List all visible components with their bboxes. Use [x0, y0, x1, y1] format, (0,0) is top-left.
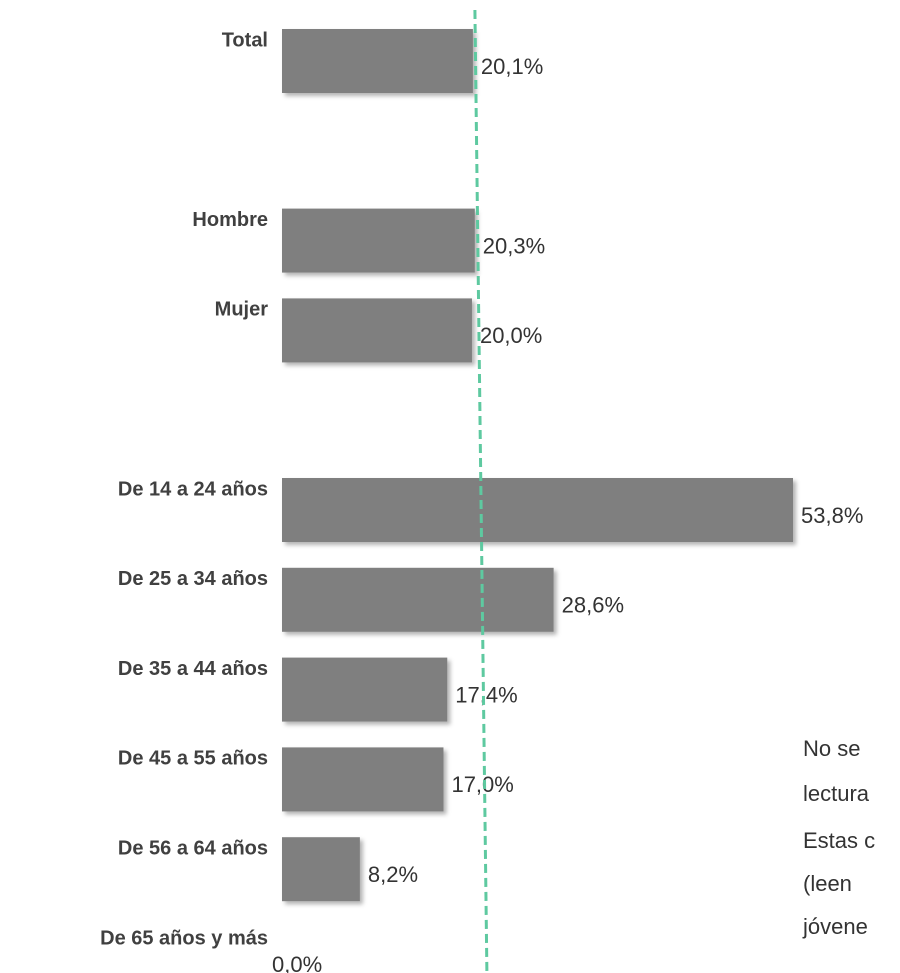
value-label: 20,0% [480, 323, 542, 348]
category-label: Mujer [215, 299, 269, 321]
value-label: 17,4% [455, 682, 517, 707]
bar [282, 208, 475, 273]
bar [282, 837, 360, 902]
value-label: 20,3% [483, 233, 545, 258]
category-label: De 35 a 44 años [118, 658, 268, 680]
reference-line [473, 9, 489, 973]
bar [282, 298, 472, 363]
side-text: Estas c [803, 828, 875, 853]
bar [282, 29, 473, 93]
value-label: 20,1% [481, 54, 543, 79]
category-label: Total [222, 29, 268, 51]
category-label: De 45 a 55 años [118, 748, 268, 770]
value-label: 0,0% [272, 952, 322, 973]
bar [282, 567, 554, 632]
category-label: De 56 a 64 años [118, 837, 268, 859]
bar [282, 478, 793, 542]
value-label: 17,0% [451, 772, 513, 797]
side-text: (leen [803, 871, 852, 896]
bar [282, 747, 444, 812]
value-label: 28,6% [562, 593, 624, 618]
side-text: lectura [803, 781, 870, 806]
side-text: No se [803, 736, 860, 761]
category-label: De 25 a 34 años [118, 568, 268, 590]
side-text: jóvene [802, 914, 868, 939]
value-label: 53,8% [801, 503, 863, 528]
value-label: 8,2% [368, 862, 418, 887]
bar [282, 657, 448, 722]
category-label: De 14 a 24 años [118, 478, 268, 500]
category-label: Hombre [192, 209, 268, 231]
category-label: De 65 años y más [100, 927, 268, 949]
